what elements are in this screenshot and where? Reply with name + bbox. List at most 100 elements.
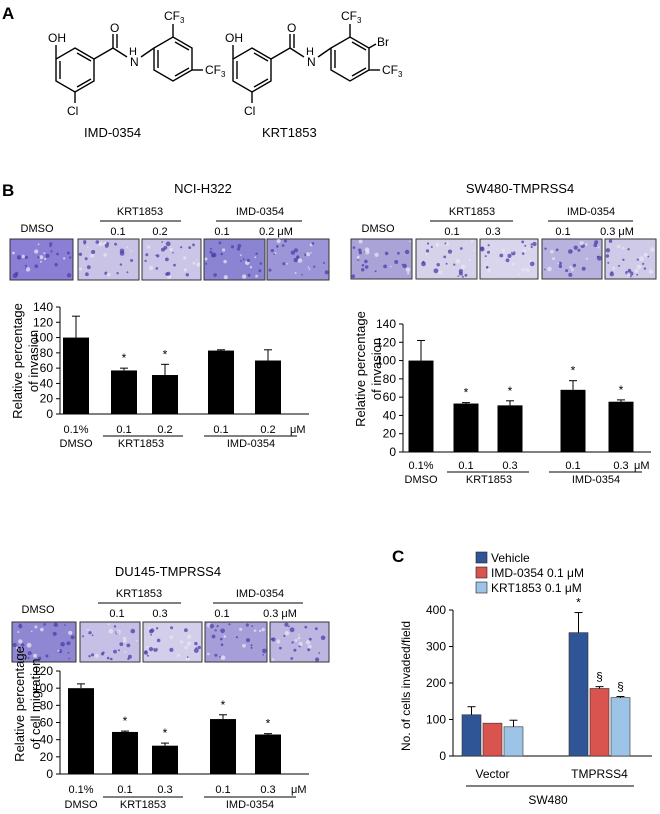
x-category-label: 0.1% bbox=[408, 460, 433, 472]
legend-label: IMD-0354 0.1 μM bbox=[491, 566, 584, 580]
cell-speckle bbox=[66, 273, 72, 278]
y-tick-label: 0 bbox=[46, 407, 53, 421]
cell-speckle bbox=[254, 256, 257, 259]
cell-speckle bbox=[643, 252, 648, 257]
bar bbox=[560, 389, 586, 452]
cell-speckle bbox=[530, 243, 533, 246]
chart-title: DU145-TMPRSS4 bbox=[115, 564, 221, 579]
y-axis-label: No. of cells invaded/field bbox=[399, 621, 413, 751]
cell-speckle bbox=[374, 270, 377, 273]
atom-n-2: N bbox=[307, 55, 316, 69]
dose-label: 0.3 bbox=[485, 226, 500, 238]
cell-speckle bbox=[161, 247, 165, 252]
dose-label: 0.1 bbox=[555, 226, 570, 238]
cell-speckle bbox=[597, 246, 600, 249]
cell-speckle bbox=[407, 272, 410, 275]
cell-speckle bbox=[271, 658, 275, 661]
cell-speckle bbox=[169, 635, 174, 639]
cell-speckle bbox=[66, 251, 70, 255]
atom-br: Br bbox=[377, 35, 389, 49]
cell-speckle bbox=[453, 263, 456, 266]
cell-speckle bbox=[636, 258, 639, 261]
x-group-label: DMSO bbox=[60, 438, 93, 450]
cell-speckle bbox=[18, 639, 23, 644]
cell-speckle bbox=[577, 248, 581, 252]
y-axis-label: of cell migration bbox=[28, 658, 43, 749]
cell-speckle bbox=[307, 266, 310, 269]
cell-speckle bbox=[235, 636, 239, 639]
cell-speckle bbox=[242, 274, 247, 279]
cell-speckle bbox=[194, 641, 198, 646]
cell-speckle bbox=[281, 244, 285, 247]
group-header-imd-0354: IMD-0354 bbox=[236, 588, 284, 600]
cell-speckle bbox=[361, 264, 365, 267]
y-tick-label: 400 bbox=[426, 603, 446, 617]
legend-label: Vehicle bbox=[491, 551, 530, 565]
cell-speckle bbox=[66, 641, 71, 646]
dmso-image-label: DMSO bbox=[21, 223, 54, 235]
group-header-krt1853: KRT1853 bbox=[449, 206, 495, 218]
cell-speckle bbox=[144, 259, 147, 263]
cell-speckle bbox=[573, 245, 578, 250]
cell-speckle bbox=[597, 255, 602, 261]
atom-cf3-2a: CF3 bbox=[341, 9, 362, 25]
cell-speckle bbox=[421, 261, 426, 267]
cell-speckle bbox=[305, 640, 311, 645]
cell-speckle bbox=[60, 641, 65, 647]
y-tick-label: 40 bbox=[40, 376, 54, 390]
y-axis-label: Relative percentage bbox=[10, 303, 25, 419]
cell-speckle bbox=[255, 274, 258, 278]
cell-speckle bbox=[374, 252, 379, 257]
cell-speckle bbox=[626, 272, 631, 277]
cell-speckle bbox=[276, 239, 281, 244]
cell-speckle bbox=[501, 249, 506, 253]
cell-speckle bbox=[557, 262, 560, 265]
cell-speckle bbox=[70, 635, 75, 640]
cell-speckle bbox=[192, 261, 196, 265]
cell-speckle bbox=[298, 633, 300, 636]
cell-speckle bbox=[390, 265, 392, 268]
x-category-label: 0.3 bbox=[157, 784, 172, 796]
cell-speckle bbox=[314, 627, 318, 631]
cell-speckle bbox=[650, 247, 655, 252]
x-group-label: KRT1853 bbox=[120, 799, 166, 811]
cell-speckle bbox=[270, 248, 274, 253]
significance-mark: * bbox=[619, 383, 624, 397]
cell-speckle bbox=[30, 630, 33, 633]
cell-speckle bbox=[91, 249, 96, 255]
dose-label: 0.1 bbox=[444, 226, 459, 238]
y-tick-label: 120 bbox=[33, 315, 53, 329]
cell-speckle bbox=[409, 240, 411, 243]
cell-speckle bbox=[213, 273, 217, 277]
cell-speckle bbox=[108, 628, 114, 634]
cell-speckle bbox=[250, 644, 253, 647]
cell-speckle bbox=[24, 255, 28, 259]
cell-speckle bbox=[636, 273, 639, 276]
cell-speckle bbox=[298, 641, 303, 647]
bar bbox=[210, 719, 236, 774]
cell-speckle bbox=[153, 647, 158, 652]
cell-speckle bbox=[364, 259, 368, 264]
cell-speckle bbox=[218, 241, 222, 245]
x-category-label: 0.3 bbox=[613, 460, 628, 472]
cell-speckle bbox=[301, 274, 303, 276]
cell-speckle bbox=[98, 241, 103, 247]
group-header-krt1853: KRT1853 bbox=[116, 588, 162, 600]
cell-speckle bbox=[123, 639, 127, 643]
cell-speckle bbox=[394, 260, 399, 264]
cell-speckle bbox=[185, 273, 189, 277]
atom-cf3-2b: CF3 bbox=[382, 63, 403, 79]
cell-speckle bbox=[165, 272, 169, 276]
panel-label-a: A bbox=[2, 4, 14, 23]
cell-speckle bbox=[220, 252, 223, 256]
cell-speckle bbox=[276, 245, 279, 248]
atom-n-1: N bbox=[130, 55, 139, 69]
cell-speckle bbox=[173, 263, 176, 267]
chart-title: SW480-TMPRSS4 bbox=[466, 181, 574, 196]
cell-speckle bbox=[484, 255, 487, 258]
cell-speckle bbox=[64, 624, 66, 626]
cell-speckle bbox=[487, 268, 492, 273]
cell-speckle bbox=[639, 256, 644, 262]
y-axis-label: Relative percentage bbox=[12, 646, 27, 762]
significance-mark: * bbox=[464, 386, 469, 400]
